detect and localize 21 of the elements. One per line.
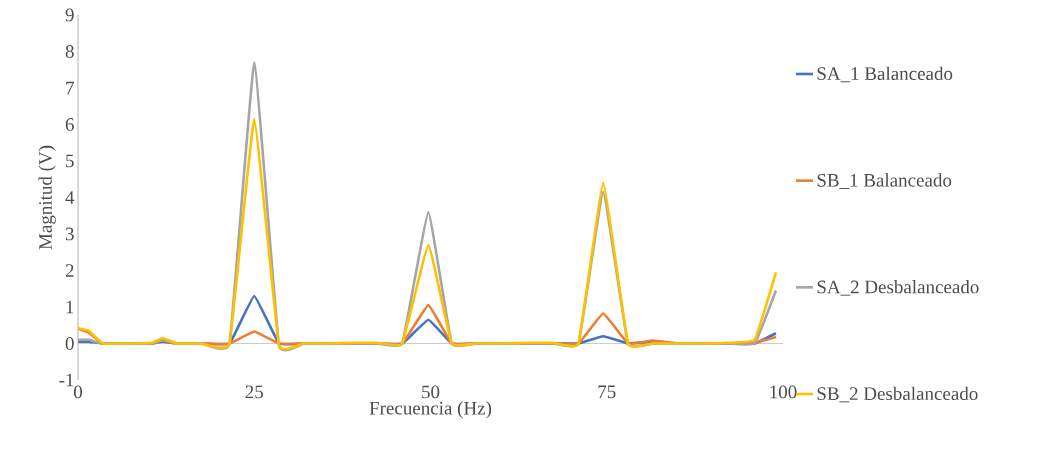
y-axis-title: Magnitud (V) — [38, 145, 56, 250]
x-tick-label: 75 — [598, 385, 616, 399]
legend-label: SB_1 Balanceado — [817, 173, 952, 189]
y-tick-label: -1 — [59, 373, 74, 387]
x-tick-label: 50 — [422, 385, 440, 399]
y-tick-label: 4 — [65, 191, 75, 204]
y-tick-label: 0 — [65, 337, 74, 350]
y-tick-label: 8 — [65, 45, 74, 58]
y-tick-label: 1 — [66, 300, 74, 314]
x-tick-label: 100 — [770, 385, 797, 399]
legend-label: SA_1 Balanceado — [817, 66, 953, 83]
y-tick-label: 2 — [65, 264, 74, 277]
legend-label: SB_2 Desbalanceado — [817, 386, 978, 403]
y-tick-label: 9 — [65, 8, 74, 22]
y-tick-label: 3 — [65, 227, 74, 241]
y-tick-label: 7 — [66, 81, 74, 95]
x-tick-label: 25 — [245, 385, 264, 399]
legend-label: SA_2 Desbalanceado — [817, 280, 979, 296]
y-tick-label: 5 — [66, 154, 74, 168]
x-axis-title: Frecuencia (Hz) — [369, 401, 492, 419]
y-tick-label: 6 — [65, 118, 74, 131]
